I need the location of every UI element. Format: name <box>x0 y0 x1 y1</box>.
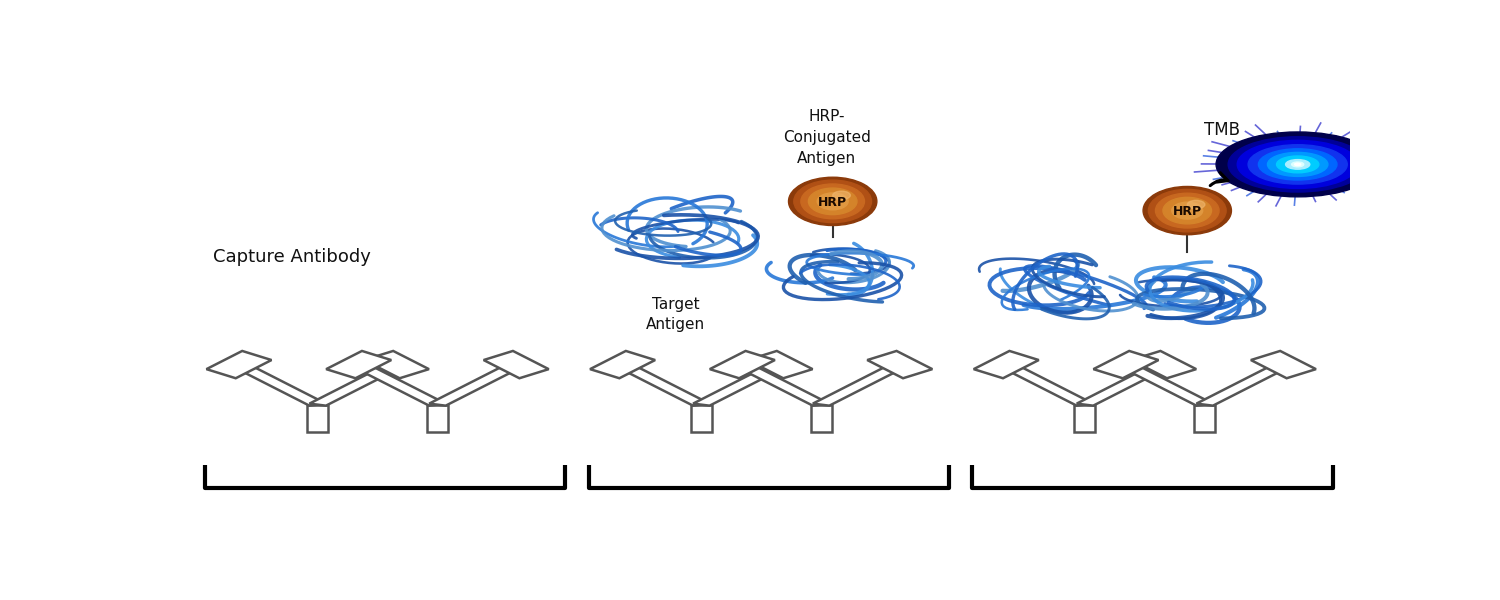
Polygon shape <box>427 404 448 433</box>
Polygon shape <box>867 351 933 378</box>
Ellipse shape <box>801 184 864 219</box>
Polygon shape <box>1074 404 1095 433</box>
Polygon shape <box>1131 351 1196 378</box>
Polygon shape <box>710 351 776 378</box>
Polygon shape <box>1118 364 1214 406</box>
Ellipse shape <box>1162 197 1212 224</box>
Ellipse shape <box>1286 160 1310 169</box>
Ellipse shape <box>818 193 848 210</box>
Polygon shape <box>1251 351 1316 378</box>
Ellipse shape <box>1228 137 1366 192</box>
Polygon shape <box>974 351 1040 378</box>
Text: Capture Antibody: Capture Antibody <box>213 248 370 266</box>
Text: TMB: TMB <box>1204 121 1240 139</box>
Polygon shape <box>747 351 813 378</box>
Ellipse shape <box>794 180 871 223</box>
Text: HRP: HRP <box>818 196 848 209</box>
Polygon shape <box>590 351 656 378</box>
Ellipse shape <box>833 191 850 200</box>
Polygon shape <box>615 364 710 406</box>
Ellipse shape <box>1292 162 1304 167</box>
Ellipse shape <box>1172 202 1203 219</box>
Polygon shape <box>1197 364 1292 406</box>
Ellipse shape <box>808 188 856 215</box>
Ellipse shape <box>1149 190 1226 232</box>
Polygon shape <box>693 364 789 406</box>
Ellipse shape <box>1276 156 1318 173</box>
Text: HRP-
Conjugated
Antigen: HRP- Conjugated Antigen <box>783 109 871 166</box>
Ellipse shape <box>1268 152 1328 176</box>
Ellipse shape <box>1143 187 1232 235</box>
Ellipse shape <box>1294 163 1300 166</box>
Polygon shape <box>429 364 525 406</box>
Polygon shape <box>308 404 328 433</box>
Ellipse shape <box>1258 149 1336 180</box>
Polygon shape <box>734 364 830 406</box>
FancyArrowPatch shape <box>1210 173 1228 185</box>
Polygon shape <box>1077 364 1172 406</box>
Ellipse shape <box>1248 145 1347 184</box>
Ellipse shape <box>1238 140 1358 188</box>
Polygon shape <box>483 351 549 378</box>
Polygon shape <box>351 364 445 406</box>
Text: Target
Antigen: Target Antigen <box>646 297 705 332</box>
Polygon shape <box>810 404 831 433</box>
Polygon shape <box>231 364 326 406</box>
Ellipse shape <box>1155 193 1220 228</box>
Polygon shape <box>326 351 392 378</box>
Polygon shape <box>364 351 429 378</box>
Polygon shape <box>998 364 1094 406</box>
Polygon shape <box>207 351 272 378</box>
Ellipse shape <box>1216 132 1380 197</box>
Polygon shape <box>692 404 712 433</box>
Ellipse shape <box>1188 200 1204 209</box>
Polygon shape <box>813 364 907 406</box>
Text: HRP: HRP <box>1173 205 1202 218</box>
Polygon shape <box>1194 404 1215 433</box>
Polygon shape <box>309 364 405 406</box>
Polygon shape <box>1094 351 1158 378</box>
Ellipse shape <box>789 177 877 226</box>
